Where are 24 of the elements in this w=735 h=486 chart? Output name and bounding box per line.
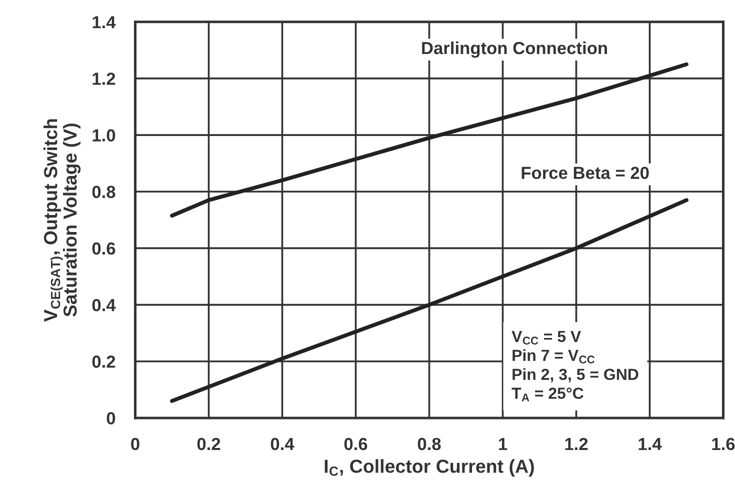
line-series: [170, 62, 688, 218]
x-tick-label: 1.2: [565, 438, 588, 450]
y-tick-label: 1.2: [92, 72, 116, 85]
y-tick-label: 0.4: [92, 298, 116, 312]
y-tick-label: 0.8: [92, 186, 116, 198]
x-tick-label: 1: [499, 438, 508, 450]
y-tick-label: 0: [106, 412, 116, 424]
annotation: Darlington Connection: [422, 41, 607, 58]
x-tick-label: 0: [131, 438, 140, 450]
x-axis-title: I$_{C}$, Collector Current (A): [324, 459, 534, 477]
line-series: [170, 198, 688, 403]
x-tick-label: 0.2: [197, 438, 220, 450]
x-tick-label: 1.6: [712, 438, 735, 450]
y-tick-label: 0.6: [92, 242, 116, 255]
y-axis-title: V$_{CE(SAT)}$, Output Switch Saturation Voltage (V): [43, 119, 81, 322]
y-tick-label: 1.4: [92, 16, 116, 28]
x-tick-label: 0.6: [344, 438, 368, 450]
x-tick-label: 0.8: [418, 438, 441, 450]
x-tick-label: 0.4: [270, 438, 294, 450]
y-tick-label: 1.0: [92, 129, 116, 142]
x-tick-label: 1.4: [638, 438, 662, 450]
y-tick-label: 0.2: [92, 356, 116, 368]
annotation: Force Beta = 20: [522, 166, 649, 180]
text: V$_{CC}$ = 5 V Pin 7 = V$_{CC}$ Pin 2, 3, 5 = GND T$_{A}$ = 25°C: [512, 330, 638, 402]
